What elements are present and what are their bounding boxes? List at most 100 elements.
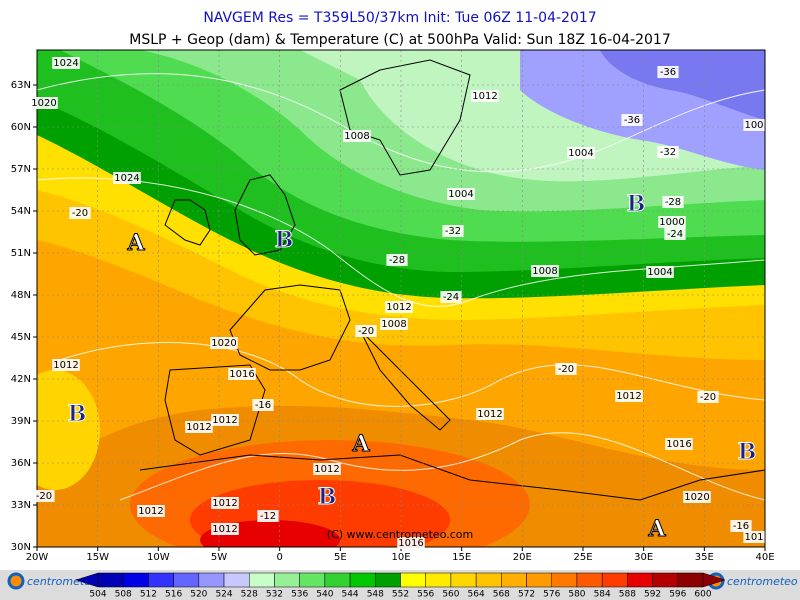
colorbar-label: 572: [518, 590, 535, 600]
contour-label: -24: [667, 229, 683, 240]
contour-label-bg: [683, 491, 711, 503]
contour-label-bg: [257, 510, 279, 522]
contour-label-bg: [658, 216, 686, 228]
contour-label-bg: [113, 172, 141, 184]
lon-label: 5E: [334, 552, 347, 563]
colorbar-label: 548: [367, 590, 384, 600]
contour-label-bg: [615, 390, 643, 402]
contour-label: 100: [744, 120, 763, 131]
contour-label-bg: [471, 90, 499, 102]
colorbar-bin: [551, 572, 578, 588]
colorbar-bin: [450, 572, 477, 588]
colorbar-bin: [501, 572, 527, 588]
contour-label-bg: [33, 490, 55, 502]
lat-label: 60N: [11, 122, 31, 133]
contour-label-bg: [531, 265, 559, 277]
colorbar-label: 524: [215, 590, 232, 600]
lat-label: 33N: [11, 500, 31, 511]
lat-label: 39N: [11, 416, 31, 427]
contour-label: -36: [624, 115, 640, 126]
contour-label-bg: [646, 266, 674, 278]
contour-label: 1024: [53, 58, 78, 69]
contour-label-bg: [657, 66, 679, 78]
pressure-center: B: [275, 227, 294, 253]
contour-label: -20: [558, 364, 574, 375]
contour-label-bg: [657, 146, 679, 158]
lon-label: 10E: [391, 552, 410, 563]
colorbar-label: 552: [392, 590, 409, 600]
contour-label-bg: [228, 368, 256, 380]
logo-icon: [7, 572, 25, 590]
colorbar-bin: [526, 572, 553, 588]
contour-label: -20: [700, 392, 716, 403]
contour-label: 1012: [212, 415, 237, 426]
lon-label: 5W: [211, 552, 227, 563]
lon-label: 40E: [755, 552, 774, 563]
map-title: NAVGEM Res = T359L50/37km Init: Tue 06Z …: [203, 10, 596, 26]
contour-label: -36: [660, 67, 676, 78]
contour-label-bg: [743, 531, 765, 543]
contour-label: 1012: [53, 360, 78, 371]
contour-label-bg: [665, 438, 693, 450]
colorbar-bin: [576, 572, 603, 588]
contour-label-bg: [211, 497, 239, 509]
lat-label: 45N: [11, 332, 31, 343]
lat-label: 36N: [11, 458, 31, 469]
colorbar-label: 600: [694, 590, 711, 600]
colorbar-bin: [375, 572, 401, 588]
colorbar-label: 596: [669, 590, 686, 600]
contour-label: 1004: [448, 189, 473, 200]
contour-label: 1012: [212, 498, 237, 509]
contour-label: 1016: [398, 538, 423, 549]
contour-label: -16: [255, 400, 271, 411]
contour-label: 1008: [344, 131, 369, 142]
contour-label: -12: [260, 511, 276, 522]
colorbar-label: 536: [291, 590, 308, 600]
colorbar-label: 584: [594, 590, 611, 600]
contour-label-bg: [697, 391, 719, 403]
contour-label-bg: [52, 359, 80, 371]
contour-label: 1020: [211, 338, 236, 349]
colorbar-bin: [223, 572, 250, 588]
contour-label: 1008: [532, 266, 557, 277]
lat-label: 54N: [11, 206, 31, 217]
contour-label-bg: [355, 325, 377, 337]
colorbar-label: 568: [493, 590, 510, 600]
contour-label: -28: [389, 255, 405, 266]
lon-label: 30E: [634, 552, 653, 563]
colorbar-label: 532: [266, 590, 283, 600]
colorbar-bin: [677, 572, 704, 588]
pressure-center: A: [126, 230, 145, 256]
contour-label-bg: [210, 337, 238, 349]
contour-label: 1004: [568, 148, 593, 159]
contour-label: -20: [72, 208, 88, 219]
lat-label: 42N: [11, 374, 31, 385]
colorbar-bin: [652, 572, 679, 588]
contour-label-bg: [313, 463, 341, 475]
pressure-center: B: [738, 439, 757, 465]
contour-label-bg: [730, 520, 752, 532]
contour-label-bg: [397, 537, 425, 549]
contour-label: 1012: [616, 391, 641, 402]
contour-label: -32: [660, 147, 676, 158]
colorbar-label: 544: [341, 590, 358, 600]
contour-label: 1016: [666, 439, 691, 450]
colorbar-label: 588: [619, 590, 636, 600]
contour-label-bg: [567, 147, 595, 159]
contour-label-bg: [386, 254, 408, 266]
colorbar-label: 540: [316, 590, 333, 600]
colorbar-label: 528: [241, 590, 258, 600]
contour-label-bg: [664, 228, 686, 240]
field-yellow-west: [37, 370, 100, 490]
contour-label: 1012: [477, 409, 502, 420]
contour-label: 1012: [386, 302, 411, 313]
contour-label-bg: [447, 188, 475, 200]
lon-label: 25E: [573, 552, 592, 563]
pressure-center: B: [627, 191, 646, 217]
colorbar-bin: [324, 572, 351, 588]
contour-label: 1020: [684, 492, 709, 503]
lat-label: 30N: [11, 542, 31, 553]
colorbar-bin: [627, 572, 653, 588]
colorbar-bin: [425, 572, 452, 588]
